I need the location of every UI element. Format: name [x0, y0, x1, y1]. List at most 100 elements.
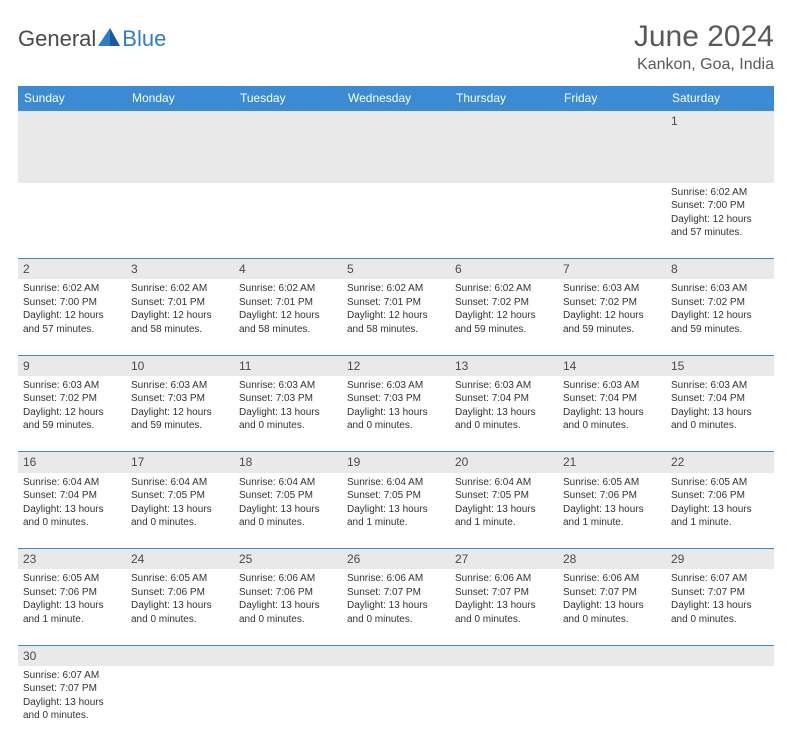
day-number: 20 [450, 452, 558, 473]
day-number: 9 [18, 355, 126, 376]
day-number [558, 111, 666, 183]
day-number [450, 645, 558, 666]
weekday-header: Saturday [666, 86, 774, 111]
day-detail [666, 666, 774, 742]
day-detail-row: Sunrise: 6:04 AMSunset: 7:04 PMDaylight:… [18, 473, 774, 549]
day-detail: Sunrise: 6:02 AMSunset: 7:00 PMDaylight:… [666, 183, 774, 259]
day-number [18, 111, 126, 183]
day-number: 15 [666, 355, 774, 376]
day-number: 21 [558, 452, 666, 473]
day-number [666, 645, 774, 666]
day-number: 19 [342, 452, 450, 473]
day-detail [342, 666, 450, 742]
day-detail: Sunrise: 6:04 AMSunset: 7:05 PMDaylight:… [234, 473, 342, 549]
weekday-header: Sunday [18, 86, 126, 111]
day-number: 18 [234, 452, 342, 473]
day-detail: Sunrise: 6:02 AMSunset: 7:02 PMDaylight:… [450, 279, 558, 355]
logo-triangle-icon [98, 28, 120, 49]
day-detail: Sunrise: 6:02 AMSunset: 7:00 PMDaylight:… [18, 279, 126, 355]
day-number-row: 2345678 [18, 259, 774, 280]
day-detail [234, 666, 342, 742]
day-detail: Sunrise: 6:03 AMSunset: 7:03 PMDaylight:… [126, 376, 234, 452]
day-number: 30 [18, 645, 126, 666]
day-detail: Sunrise: 6:03 AMSunset: 7:04 PMDaylight:… [666, 376, 774, 452]
day-number [450, 111, 558, 183]
day-detail-row: Sunrise: 6:07 AMSunset: 7:07 PMDaylight:… [18, 666, 774, 742]
day-number: 11 [234, 355, 342, 376]
day-detail [450, 183, 558, 259]
day-number-row: 9101112131415 [18, 355, 774, 376]
day-detail [126, 666, 234, 742]
day-number [342, 111, 450, 183]
day-detail: Sunrise: 6:02 AMSunset: 7:01 PMDaylight:… [234, 279, 342, 355]
day-number [126, 645, 234, 666]
day-detail: Sunrise: 6:07 AMSunset: 7:07 PMDaylight:… [666, 569, 774, 645]
day-detail: Sunrise: 6:04 AMSunset: 7:04 PMDaylight:… [18, 473, 126, 549]
day-detail: Sunrise: 6:06 AMSunset: 7:06 PMDaylight:… [234, 569, 342, 645]
day-detail: Sunrise: 6:02 AMSunset: 7:01 PMDaylight:… [342, 279, 450, 355]
logo: General Blue [18, 20, 166, 52]
day-detail [450, 666, 558, 742]
day-detail: Sunrise: 6:05 AMSunset: 7:06 PMDaylight:… [666, 473, 774, 549]
day-number [342, 645, 450, 666]
day-detail [126, 183, 234, 259]
day-number [234, 111, 342, 183]
day-number: 29 [666, 549, 774, 570]
day-detail [234, 183, 342, 259]
day-number: 1 [666, 111, 774, 183]
weekday-header-row: SundayMondayTuesdayWednesdayThursdayFrid… [18, 86, 774, 111]
calendar-body: 1Sunrise: 6:02 AMSunset: 7:00 PMDaylight… [18, 111, 774, 742]
day-detail: Sunrise: 6:03 AMSunset: 7:03 PMDaylight:… [234, 376, 342, 452]
day-detail-row: Sunrise: 6:03 AMSunset: 7:02 PMDaylight:… [18, 376, 774, 452]
day-detail [342, 183, 450, 259]
day-detail: Sunrise: 6:03 AMSunset: 7:04 PMDaylight:… [450, 376, 558, 452]
day-number: 24 [126, 549, 234, 570]
day-number: 5 [342, 259, 450, 280]
day-number: 14 [558, 355, 666, 376]
day-number-row: 30 [18, 645, 774, 666]
day-number: 10 [126, 355, 234, 376]
day-detail [558, 666, 666, 742]
weekday-header: Friday [558, 86, 666, 111]
day-detail-row: Sunrise: 6:05 AMSunset: 7:06 PMDaylight:… [18, 569, 774, 645]
logo-text-general: General [18, 26, 96, 52]
day-number-row: 16171819202122 [18, 452, 774, 473]
day-detail: Sunrise: 6:06 AMSunset: 7:07 PMDaylight:… [342, 569, 450, 645]
day-number: 3 [126, 259, 234, 280]
day-detail-row: Sunrise: 6:02 AMSunset: 7:00 PMDaylight:… [18, 183, 774, 259]
day-detail: Sunrise: 6:04 AMSunset: 7:05 PMDaylight:… [126, 473, 234, 549]
day-number: 22 [666, 452, 774, 473]
day-number: 6 [450, 259, 558, 280]
day-number: 7 [558, 259, 666, 280]
day-detail [18, 183, 126, 259]
calendar-table: SundayMondayTuesdayWednesdayThursdayFrid… [18, 86, 774, 742]
day-number: 17 [126, 452, 234, 473]
day-detail-row: Sunrise: 6:02 AMSunset: 7:00 PMDaylight:… [18, 279, 774, 355]
day-detail: Sunrise: 6:03 AMSunset: 7:02 PMDaylight:… [18, 376, 126, 452]
header: General Blue June 2024 Kankon, Goa, Indi… [18, 20, 774, 74]
day-detail: Sunrise: 6:05 AMSunset: 7:06 PMDaylight:… [558, 473, 666, 549]
day-detail: Sunrise: 6:03 AMSunset: 7:04 PMDaylight:… [558, 376, 666, 452]
day-number: 16 [18, 452, 126, 473]
day-detail: Sunrise: 6:04 AMSunset: 7:05 PMDaylight:… [450, 473, 558, 549]
day-detail: Sunrise: 6:04 AMSunset: 7:05 PMDaylight:… [342, 473, 450, 549]
day-number [234, 645, 342, 666]
day-detail: Sunrise: 6:02 AMSunset: 7:01 PMDaylight:… [126, 279, 234, 355]
title-block: June 2024 Kankon, Goa, India [634, 20, 774, 74]
day-detail: Sunrise: 6:05 AMSunset: 7:06 PMDaylight:… [126, 569, 234, 645]
month-title: June 2024 [634, 20, 774, 54]
day-number: 25 [234, 549, 342, 570]
day-detail [558, 183, 666, 259]
day-number-row: 1 [18, 111, 774, 183]
day-number [126, 111, 234, 183]
day-detail: Sunrise: 6:03 AMSunset: 7:02 PMDaylight:… [666, 279, 774, 355]
day-detail: Sunrise: 6:03 AMSunset: 7:02 PMDaylight:… [558, 279, 666, 355]
logo-text-blue: Blue [122, 26, 166, 52]
weekday-header: Wednesday [342, 86, 450, 111]
day-detail: Sunrise: 6:03 AMSunset: 7:03 PMDaylight:… [342, 376, 450, 452]
location: Kankon, Goa, India [634, 56, 774, 74]
day-number: 13 [450, 355, 558, 376]
day-detail: Sunrise: 6:06 AMSunset: 7:07 PMDaylight:… [558, 569, 666, 645]
day-number: 23 [18, 549, 126, 570]
day-number: 12 [342, 355, 450, 376]
